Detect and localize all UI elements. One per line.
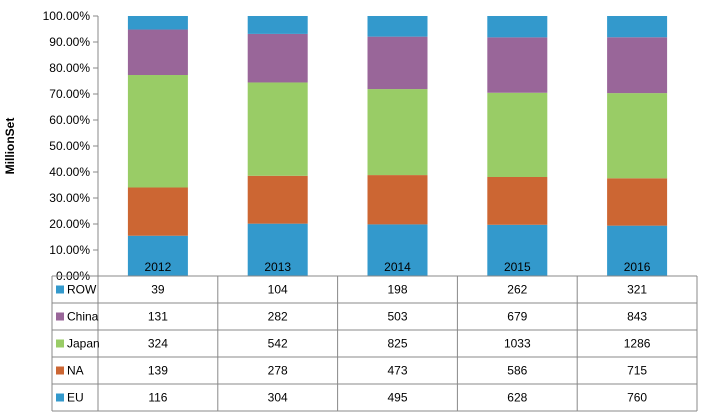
data-table-cell: 843 bbox=[627, 310, 647, 324]
bar-row-2013 bbox=[247, 16, 308, 34]
data-table-cell: 628 bbox=[507, 391, 527, 405]
bar-china-2013 bbox=[247, 33, 308, 83]
legend-key-china bbox=[56, 312, 64, 321]
y-tick-label: 40.00% bbox=[49, 165, 90, 179]
legend-key-japan bbox=[56, 339, 64, 348]
y-axis-title: MillionSet bbox=[3, 118, 17, 175]
bar-na-2015 bbox=[487, 176, 548, 225]
bar-china-2015 bbox=[487, 37, 548, 93]
bar-japan-2013 bbox=[247, 82, 308, 176]
y-tick-label: 30.00% bbox=[49, 191, 90, 205]
y-tick-label: 90.00% bbox=[49, 35, 90, 49]
x-tick-label: 2016 bbox=[624, 260, 651, 274]
bar-row-2015 bbox=[487, 16, 548, 38]
legend-key-na bbox=[56, 366, 64, 375]
bar-eu-2016 bbox=[607, 225, 668, 276]
data-table-cell: 321 bbox=[627, 283, 647, 297]
legend-label: EU bbox=[67, 391, 84, 405]
bar-eu-2015 bbox=[487, 224, 548, 276]
data-table-cell: 304 bbox=[268, 391, 288, 405]
legend-label: NA bbox=[67, 364, 84, 378]
data-table-cell: 825 bbox=[387, 337, 407, 351]
bar-japan-2015 bbox=[487, 92, 548, 177]
bar-eu-2012 bbox=[127, 235, 188, 276]
data-table-cell: 104 bbox=[268, 283, 288, 297]
bar-na-2012 bbox=[127, 187, 188, 236]
bar-row-2012 bbox=[127, 16, 188, 30]
legend-label: China bbox=[67, 310, 99, 324]
data-table-cell: 131 bbox=[148, 310, 168, 324]
y-tick-label: 50.00% bbox=[49, 139, 90, 153]
legend-label: Japan bbox=[67, 337, 100, 351]
bar-na-2014 bbox=[367, 175, 428, 225]
legend-key-eu bbox=[56, 393, 64, 402]
data-table-cell: 262 bbox=[507, 283, 527, 297]
y-tick-label: 100.00% bbox=[43, 9, 91, 23]
data-table-cell: 39 bbox=[151, 283, 165, 297]
y-tick-label: 70.00% bbox=[49, 87, 90, 101]
x-tick-label: 2015 bbox=[504, 260, 531, 274]
bar-na-2016 bbox=[607, 178, 668, 226]
x-tick-label: 2013 bbox=[264, 260, 291, 274]
bar-row-2016 bbox=[607, 16, 668, 38]
x-tick-label: 2012 bbox=[145, 260, 172, 274]
data-table-cell: 679 bbox=[507, 310, 527, 324]
data-table-cell: 495 bbox=[387, 391, 407, 405]
data-table-cell: 503 bbox=[387, 310, 407, 324]
bar-row-2014 bbox=[367, 16, 428, 37]
data-table-cell: 324 bbox=[148, 337, 168, 351]
data-table-cell: 1286 bbox=[624, 337, 651, 351]
data-table-cell: 760 bbox=[627, 391, 647, 405]
data-table-cell: 282 bbox=[268, 310, 288, 324]
data-table-cell: 473 bbox=[387, 364, 407, 378]
data-table-cell: 278 bbox=[268, 364, 288, 378]
bar-japan-2014 bbox=[367, 89, 428, 176]
data-table-cell: 116 bbox=[148, 391, 167, 405]
y-tick-label: 60.00% bbox=[49, 113, 90, 127]
data-table-cell: 139 bbox=[148, 364, 168, 378]
legend-key-row bbox=[56, 285, 64, 294]
data-table-cell: 1033 bbox=[504, 337, 531, 351]
data-table-cell: 586 bbox=[507, 364, 527, 378]
bar-na-2013 bbox=[247, 175, 308, 224]
bar-china-2014 bbox=[367, 36, 428, 90]
bar-japan-2016 bbox=[607, 93, 668, 179]
legend-label: ROW bbox=[67, 283, 97, 297]
y-tick-label: 20.00% bbox=[49, 217, 90, 231]
y-tick-label: 80.00% bbox=[49, 61, 90, 75]
bar-china-2012 bbox=[127, 29, 188, 76]
bar-japan-2012 bbox=[127, 75, 188, 188]
bar-eu-2014 bbox=[367, 224, 428, 276]
bar-china-2016 bbox=[607, 37, 668, 94]
y-tick-label: 10.00% bbox=[49, 243, 90, 257]
data-table-cell: 542 bbox=[268, 337, 288, 351]
data-table-cell: 198 bbox=[387, 283, 407, 297]
x-tick-label: 2014 bbox=[384, 260, 411, 274]
bar-eu-2013 bbox=[247, 223, 308, 276]
data-table-cell: 715 bbox=[627, 364, 647, 378]
